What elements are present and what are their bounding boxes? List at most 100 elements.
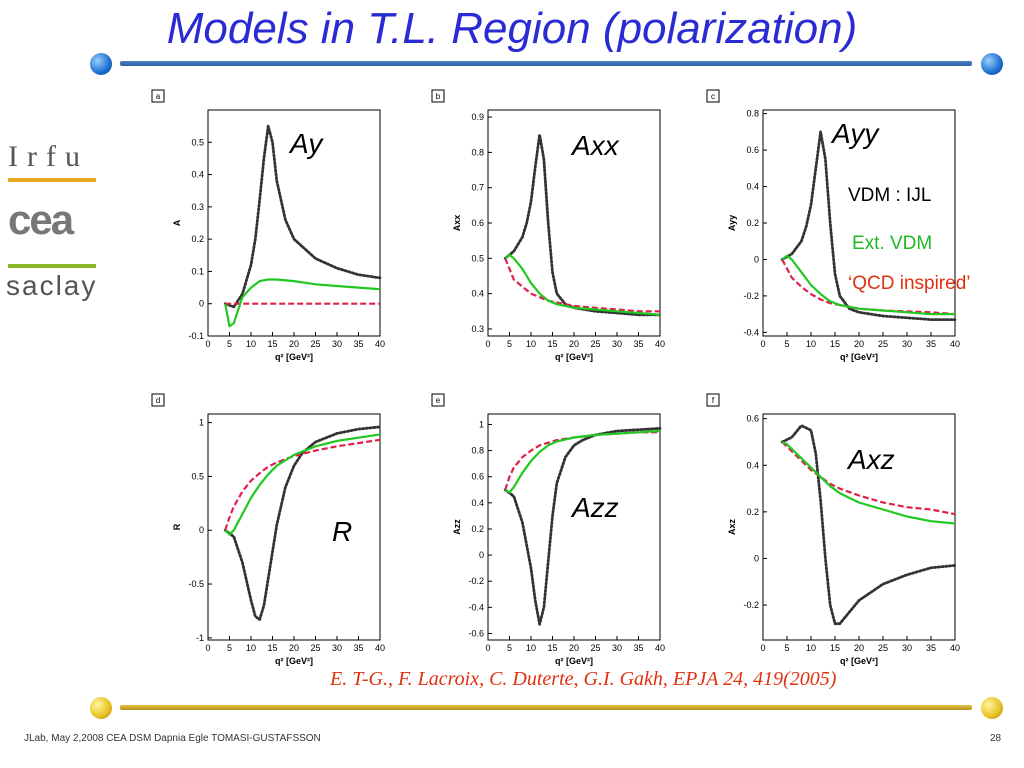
x-tick-label: 25 bbox=[878, 339, 888, 349]
x-tick-label: 35 bbox=[633, 339, 643, 349]
x-tick-label: 40 bbox=[655, 339, 665, 349]
logo-irfu-text: Irfu bbox=[8, 140, 89, 173]
label-axz: Axz bbox=[848, 444, 895, 475]
y-tick-label: 0 bbox=[199, 299, 204, 309]
panel-letter-box bbox=[431, 393, 445, 407]
x-tick-label: 0 bbox=[760, 339, 765, 349]
x-tick-label: 5 bbox=[784, 339, 789, 349]
top-left-ball-ornament bbox=[90, 53, 112, 75]
x-tick-label: 20 bbox=[854, 339, 864, 349]
plot-frame bbox=[207, 413, 381, 641]
series-line-qcd-inspired bbox=[504, 257, 660, 313]
x-tick-label: 30 bbox=[332, 339, 342, 349]
panel-letter-box bbox=[706, 393, 720, 407]
x-axis-label: q² [GeV²] bbox=[840, 656, 878, 666]
x-tick-label: 20 bbox=[569, 339, 579, 349]
y-tick-label: 0 bbox=[199, 525, 204, 535]
logo-cea-text: cea bbox=[8, 196, 74, 243]
y-tick-label: 0.6 bbox=[471, 218, 484, 228]
chart-panel-b: b 0 5 10 15 20 25 30 35 40 0.3 0.4 0.5 0.6 0.7 0.8 0.9 q²… bbox=[431, 89, 665, 362]
y-tick-label: -0.5 bbox=[188, 579, 204, 589]
y-tick-label: -0.4 bbox=[743, 327, 759, 337]
x-tick-label: 30 bbox=[902, 643, 912, 653]
y-axis-label: A bbox=[172, 219, 182, 226]
y-tick-label: -0.2 bbox=[743, 600, 759, 610]
label-r: R bbox=[332, 516, 353, 547]
x-tick-label: 5 bbox=[227, 339, 232, 349]
legend-qcd-inspired: ‘QCD inspired’ bbox=[848, 273, 971, 294]
x-tick-label: 0 bbox=[485, 339, 490, 349]
x-tick-label: 10 bbox=[246, 339, 256, 349]
y-tick-label: -0.4 bbox=[468, 602, 484, 612]
y-tick-label: 0.9 bbox=[471, 112, 484, 122]
y-tick-label: 0 bbox=[754, 254, 759, 264]
slide-title: Models in T.L. Region (polarization) bbox=[166, 4, 858, 53]
x-tick-label: 5 bbox=[507, 339, 512, 349]
x-tick-label: 25 bbox=[590, 643, 600, 653]
x-tick-label: 30 bbox=[612, 643, 622, 653]
x-tick-label: 40 bbox=[655, 643, 665, 653]
chart-panel-a: a0 5 10 15 20 25 30 35 40-0.100.10.20.30.40.5q² … bbox=[151, 89, 385, 362]
y-tick-label: -0.6 bbox=[468, 628, 484, 638]
label-ayy: Ayy bbox=[832, 118, 879, 149]
series-line-vdm-ijl bbox=[780, 130, 957, 322]
series-line-ext-vdm bbox=[781, 254, 955, 316]
y-axis-label: Axz bbox=[727, 519, 737, 536]
x-tick-label: 15 bbox=[547, 643, 557, 653]
x-tick-label: 10 bbox=[526, 339, 536, 349]
y-tick-label: 1 bbox=[199, 418, 204, 428]
x-tick-label: 10 bbox=[526, 643, 536, 653]
y-tick-label: 0.2 bbox=[191, 234, 204, 244]
y-tick-label: 0.5 bbox=[191, 137, 204, 147]
y-tick-label: 0.6 bbox=[746, 145, 759, 155]
x-tick-label: 25 bbox=[590, 339, 600, 349]
x-tick-label: 5 bbox=[227, 643, 232, 653]
x-tick-label: 20 bbox=[569, 643, 579, 653]
x-tick-label: 25 bbox=[310, 643, 320, 653]
series-line-ext-vdm bbox=[224, 433, 381, 536]
x-tick-label: 35 bbox=[926, 643, 936, 653]
series-line-qcd-inspired bbox=[781, 441, 956, 516]
page-number: 28 bbox=[990, 733, 1002, 744]
x-tick-label: 10 bbox=[806, 339, 816, 349]
x-tick-label: 15 bbox=[547, 339, 557, 349]
x-tick-label: 40 bbox=[375, 339, 385, 349]
logo-divider-orange bbox=[8, 178, 96, 182]
x-tick-label: 0 bbox=[205, 643, 210, 653]
logo-saclay-text: saclay bbox=[6, 270, 98, 301]
y-tick-label: 0.7 bbox=[471, 183, 484, 193]
y-axis-label: R bbox=[172, 523, 182, 530]
y-axis-label: Ayy bbox=[727, 215, 737, 231]
chart-panel-c: c 0 5 10 15 20 25 30 35 40 -0.4 -0.2 0 0.2 0.4 0.6 0.8 q²… bbox=[706, 89, 960, 362]
x-tick-label: 5 bbox=[784, 643, 789, 653]
chart-panel-e: e 0 5 10 15 20 25 30 35 40 -0.6 -0.4 -0.2 0 0.2 0.4 0.6 0… bbox=[431, 393, 665, 666]
x-tick-label: 35 bbox=[353, 339, 363, 349]
y-tick-label: 0.6 bbox=[471, 472, 484, 482]
series-line-vdm-ijl bbox=[503, 427, 662, 626]
y-tick-label: 0.4 bbox=[746, 182, 759, 192]
y-tick-label: 1 bbox=[479, 419, 484, 429]
x-tick-label: 10 bbox=[246, 643, 256, 653]
y-tick-label: -0.2 bbox=[743, 291, 759, 301]
x-tick-label: 30 bbox=[612, 339, 622, 349]
series-line-vdm-ijl bbox=[223, 124, 382, 309]
x-tick-label: 30 bbox=[902, 339, 912, 349]
series-line-ext-vdm bbox=[781, 441, 956, 525]
panel-letter: a bbox=[156, 92, 161, 101]
footer-text: JLab, May 2,2008 CEA DSM Dapnia Egle TOM… bbox=[24, 733, 321, 744]
top-right-ball-ornament bbox=[981, 53, 1003, 75]
x-tick-label: 40 bbox=[950, 643, 960, 653]
footer-rule bbox=[120, 705, 972, 710]
x-tick-label: 20 bbox=[289, 643, 299, 653]
y-tick-label: -0.1 bbox=[188, 331, 204, 341]
x-tick-label: 40 bbox=[950, 339, 960, 349]
y-tick-label: 0.5 bbox=[191, 471, 204, 481]
x-tick-label: 35 bbox=[926, 339, 936, 349]
legend-vdm-ijl: VDM : IJL bbox=[848, 185, 932, 206]
x-tick-label: 15 bbox=[267, 339, 277, 349]
y-axis-label: Azz bbox=[452, 519, 462, 535]
series-line-ext-vdm bbox=[504, 429, 661, 494]
panel-letter-box bbox=[151, 89, 165, 103]
x-axis-label: q² [GeV²] bbox=[275, 352, 313, 362]
title-underline bbox=[120, 61, 972, 66]
